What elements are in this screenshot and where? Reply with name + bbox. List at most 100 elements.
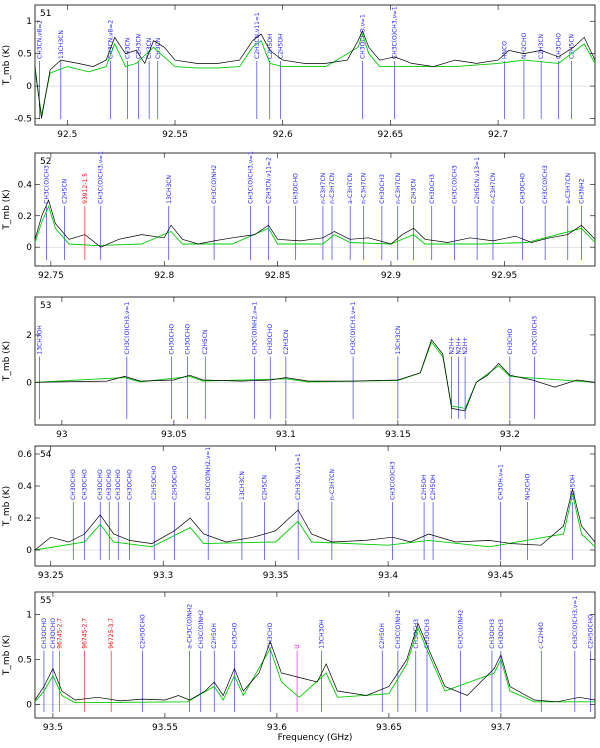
line-label: CH3CHO [267,622,274,648]
y-tick-label: 0 [26,546,32,556]
line-label: CH3OCHO [81,469,88,500]
panel-number: 52 [40,157,51,167]
line-label: 13CH3OH [319,619,326,648]
x-tick-label: 93.55 [152,723,178,733]
line-label: CH3C(O)CH3,ν=1 [247,151,254,204]
line-label: C2H5OH [267,33,274,59]
line-label: n-C3H7CN [329,469,336,500]
y-tick-label: 0.2 [18,212,32,222]
line-label: a-C3H7CN [347,173,354,204]
line-label: N2H+ [449,337,456,355]
line-label: CH3C(O)CH3,ν=1 [350,302,357,355]
line-label: C2H5OCHO [151,465,158,500]
line-label: CH3OCHO [126,469,133,500]
line-label: CH3OCH3 [379,174,386,204]
line-label: C2H5CN [202,330,209,355]
line-label: CH3C(O)CH3 [451,165,458,204]
x-tick-label: 93.15 [385,430,411,440]
line-label: CH3C(O)CH3,ν=1 [98,151,105,204]
line-label: NH2CHO [521,32,528,59]
line-label: NH2CHO [525,473,532,500]
x-tick-label: 92.65 [378,130,404,140]
line-label: C2H5CN [61,179,68,204]
x-tick-label: 93.4 [378,571,398,581]
y-tick-label: 0 [26,82,32,92]
y-tick-label: 0.6 [18,450,33,460]
line-label: CH3C(O)NH2,ν=1 [252,301,259,354]
line-label: C2H5OH [570,474,577,500]
panel-55: CH3OCHO CH3OCHO 96745-2.7 96745-2.7 96725-3.… [2,591,596,733]
line-label: 96745-2.7 [81,618,88,649]
line-label: 93912-1.5 [82,173,89,204]
line-label: 96745-2.7 [57,618,64,649]
line-label: CH3CHO [555,33,562,59]
line-label: C2H5OH [379,623,386,649]
y-tick-label: 1 [26,611,32,621]
line-label: C2H5OH [211,623,218,649]
x-tick-label: 92.7 [488,130,508,140]
observed-spectrum [34,29,596,119]
line-label: CH3C(O)NH2,ν=1 [205,447,212,500]
line-label: C2H3CN,ν11=1 [254,12,261,59]
y-axis-title: T_mb (K) [2,486,12,527]
y-tick-label: 0 [26,701,32,711]
line-label: CH3CN [146,38,153,59]
panel-number: 53 [40,301,51,311]
y-tick-label: 0.2 [18,514,32,524]
line-label: a-CH3C(O)NH2 [187,604,194,649]
line-label: n-C3H7CN [490,173,497,204]
x-axis-title: Frequency (GHz) [278,733,353,743]
line-label: 13CH3OH [36,325,43,354]
line-label: n-C3H7CN [395,173,402,204]
line-label: CH3OCHO [184,324,191,355]
y-tick-label: 0.4 [18,180,33,190]
line-label: CH3OCH3 [498,619,505,649]
x-tick-label: 92.8 [154,271,174,281]
line-label: U [294,644,301,648]
line-label: CH3NH2 [578,178,585,204]
line-label: CH3OCHO [267,324,274,355]
panel-frame [34,152,596,267]
observed-spectrum [34,622,596,703]
line-label: 13CH3CN [58,30,65,59]
line-label: C2H3CN [283,330,290,355]
x-tick-label: 92.75 [38,271,64,281]
line-label: c-C2H4O [538,622,545,649]
panel-53: 13CH3OH CH3C(O)CH3,ν=1 CH3OCHO CH3OCHO C2H5C… [2,296,596,440]
line-label: CH3CN,ν8=2 [36,20,43,59]
line-label: CH3C(O)NH2 [395,610,402,649]
x-tick-label: 92.55 [162,130,188,140]
y-axis-title: T_mb (K) [2,45,12,86]
model-spectrum [34,493,596,551]
x-tick-label: 93.35 [263,571,289,581]
line-label: 13CH3CN [166,175,173,204]
line-label: CH3CN [155,38,162,59]
panel-frame [34,4,596,126]
y-axis-title: T_mb (K) [2,635,12,676]
panel-frame [34,296,596,426]
line-label: C2H3CN,ν11=2 [266,157,273,204]
panel-frame [34,591,596,719]
x-tick-label: 92.85 [265,271,291,281]
line-label: C2H5CN [261,475,268,500]
line-label: 13CH3CN [239,471,246,500]
panel-52: CH3C(O)CH3 C2H5CN 93912-1.5 CH3C(O)CH3,ν=1 1… [2,151,596,281]
line-label: C2H5CN,ν13=1 [474,157,481,204]
line-label: CH3OCHO [519,173,526,204]
line-label: CH3CHO [231,622,238,648]
x-tick-label: 93.2 [500,430,520,440]
y-tick-label: -0.5 [14,115,32,125]
line-label: CH3OCH3 [424,619,431,649]
panel-number: 55 [40,596,51,606]
line-label: CH3C(O)NH2 [211,165,218,204]
x-tick-label: 93.3 [153,571,173,581]
line-label: C2H5OCHO [588,614,595,649]
line-label: CH3CHO [507,328,514,354]
x-tick-label: 92.5 [57,130,77,140]
line-label: n-C3H7CN [320,173,327,204]
line-label: CH3C(O)NH2 [198,610,205,649]
line-label: CH3OCHO [293,173,300,204]
panel-frame [34,445,596,567]
